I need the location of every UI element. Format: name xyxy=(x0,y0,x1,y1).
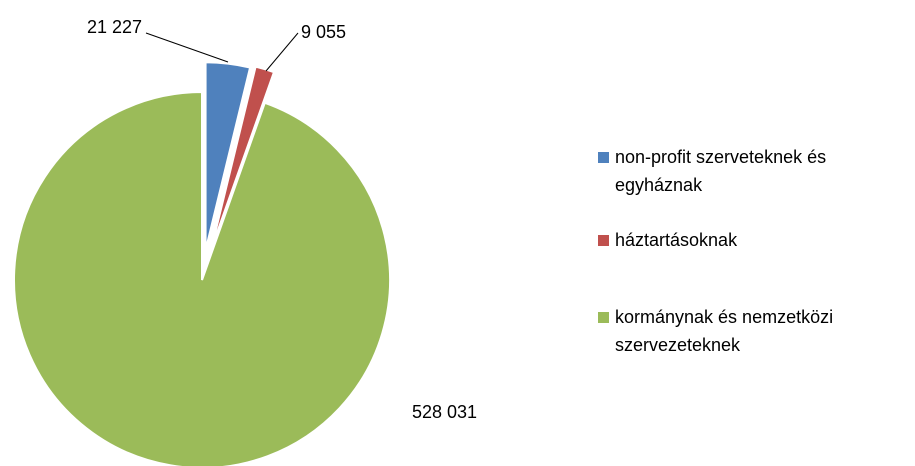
leader-line xyxy=(265,32,299,72)
legend-item: kormánynak és nemzetközi szervezeteknek xyxy=(598,303,898,359)
pie-slice xyxy=(13,90,391,466)
leader-line xyxy=(145,32,229,63)
legend-label: non-profit szerveteknek és egyháznak xyxy=(615,147,827,195)
legend-swatch xyxy=(598,235,609,246)
pie-slice xyxy=(210,65,276,250)
legend-item: non-profit szerveteknek és egyháznak xyxy=(598,143,898,199)
legend-label: kormánynak és nemzetközi szervezeteknek xyxy=(615,307,834,355)
data-label: 21 227 xyxy=(87,17,142,37)
legend-label: háztartásoknak xyxy=(615,230,738,250)
data-label: 9 055 xyxy=(301,22,346,42)
legend-swatch xyxy=(598,152,609,163)
data-label: 528 031 xyxy=(412,402,477,422)
legend-item: háztartásoknak xyxy=(598,226,898,254)
pie-slice xyxy=(204,61,252,251)
legend-swatch xyxy=(598,312,609,323)
